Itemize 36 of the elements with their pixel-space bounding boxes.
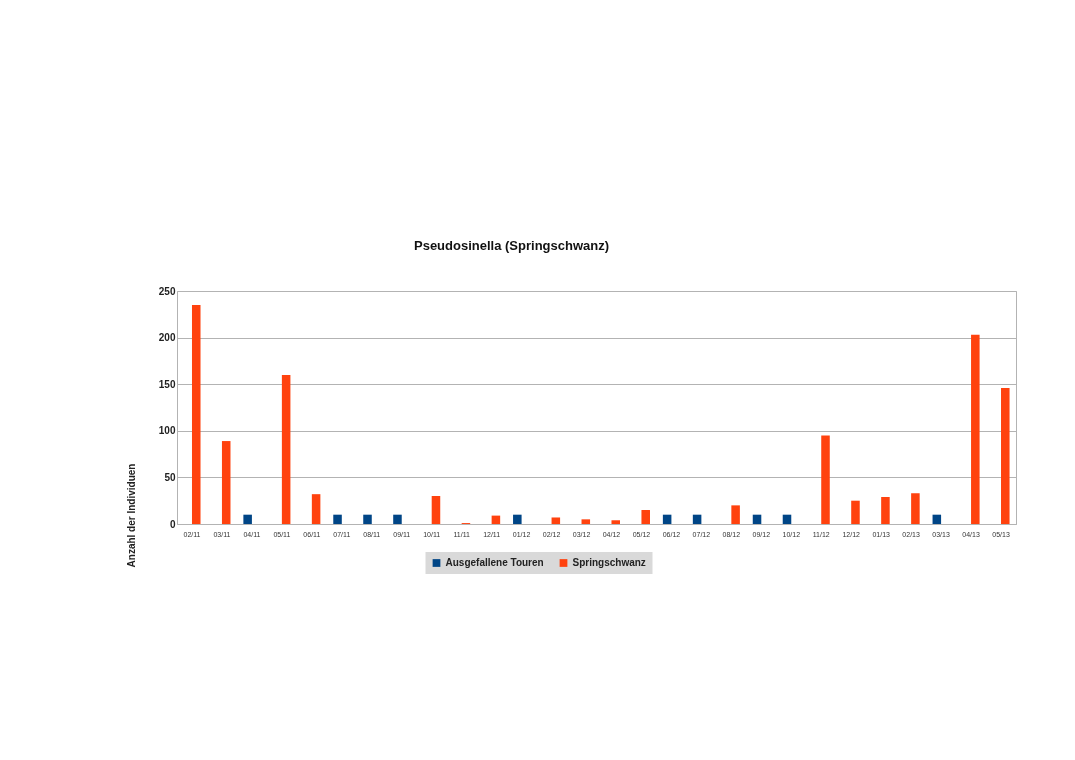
bar	[581, 519, 591, 524]
y-tick-label: 150	[158, 378, 176, 390]
y-tick-label: 250	[158, 285, 176, 297]
bar	[752, 514, 762, 524]
bar	[932, 514, 942, 524]
bar	[911, 493, 920, 524]
y-tick-label: 200	[158, 332, 176, 344]
bar	[662, 514, 672, 524]
y-tick-label: 0	[169, 518, 176, 530]
bar	[611, 520, 621, 524]
bar	[393, 514, 402, 524]
chart-title: Pseudosinella (Springschwanz)	[413, 238, 610, 253]
bar	[971, 334, 980, 524]
bar	[221, 441, 231, 524]
bar	[281, 374, 291, 524]
bar	[692, 514, 702, 524]
bar	[1001, 387, 1010, 524]
bar	[311, 494, 321, 524]
bar	[513, 514, 522, 524]
bar	[363, 514, 372, 524]
y-tick-label: 50	[164, 471, 176, 483]
bar	[333, 514, 342, 524]
legend-label: Springschwanz	[572, 557, 646, 568]
bar	[731, 505, 740, 524]
y-axis-title: Anzahl der Individuen	[125, 463, 137, 568]
bar	[641, 510, 650, 524]
bar	[782, 514, 792, 524]
bar	[821, 435, 830, 524]
bar	[551, 517, 561, 524]
bar	[431, 496, 441, 524]
bar	[851, 500, 860, 524]
bar	[881, 496, 890, 524]
legend-label: Ausgefallene Touren	[445, 557, 544, 568]
bar	[243, 514, 252, 524]
y-tick-label: 100	[158, 425, 176, 437]
bar	[191, 304, 201, 524]
